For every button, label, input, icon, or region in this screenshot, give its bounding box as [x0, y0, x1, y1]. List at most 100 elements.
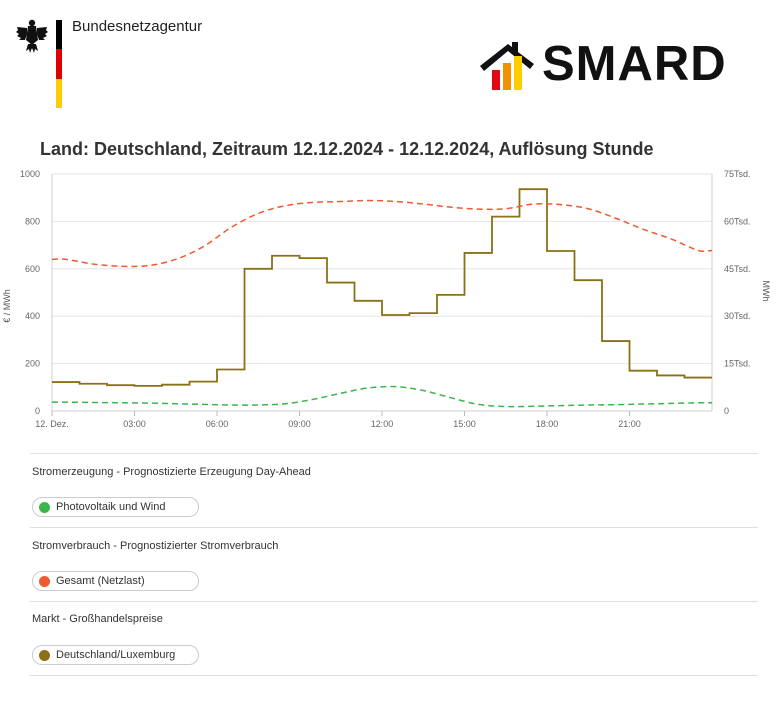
data-point[interactable]	[228, 402, 233, 407]
data-point[interactable]	[146, 401, 151, 406]
data-point[interactable]	[311, 256, 316, 261]
data-point[interactable]	[63, 400, 68, 405]
data-point[interactable]	[173, 382, 178, 387]
data-point[interactable]	[201, 244, 206, 249]
data-point[interactable]	[696, 375, 701, 380]
data-point[interactable]	[118, 264, 123, 269]
series-photovoltaik-und-wind	[51, 384, 713, 409]
legend-toggle-netzlast[interactable]: Gesamt (Netzlast)	[32, 571, 199, 591]
data-point[interactable]	[118, 383, 123, 388]
data-point[interactable]	[613, 402, 618, 407]
legend-divider	[30, 527, 758, 528]
right-axis-ticks: 0 15Tsd. 30Tsd. 45Tsd. 60Tsd. 75Tsd.	[724, 169, 751, 416]
data-point[interactable]	[586, 402, 591, 407]
data-point[interactable]	[421, 202, 426, 207]
data-point[interactable]	[63, 257, 68, 262]
data-point[interactable]	[338, 280, 343, 285]
data-point[interactable]	[201, 402, 206, 407]
data-point[interactable]	[201, 379, 206, 384]
data-point[interactable]	[393, 313, 398, 318]
x-tick-label: 15:00	[453, 419, 476, 429]
left-axis-label: € / MWh	[2, 289, 12, 323]
data-point[interactable]	[91, 262, 96, 267]
legend-toggle-pv-wind[interactable]: Photovoltaik und Wind	[32, 497, 199, 517]
data-point[interactable]	[448, 292, 453, 297]
data-point[interactable]	[476, 207, 481, 212]
data-point[interactable]	[228, 367, 233, 372]
legend-section-title-generation: Stromerzeugung - Prognostizierte Erzeugu…	[32, 466, 311, 478]
data-point[interactable]	[63, 380, 68, 385]
data-point[interactable]	[503, 206, 508, 211]
data-point[interactable]	[256, 266, 261, 271]
data-point[interactable]	[146, 263, 151, 268]
data-point[interactable]	[586, 278, 591, 283]
data-point[interactable]	[256, 211, 261, 216]
data-point[interactable]	[696, 400, 701, 405]
data-point[interactable]	[91, 400, 96, 405]
data-point[interactable]	[173, 401, 178, 406]
legend-divider	[30, 601, 758, 602]
data-point[interactable]	[558, 202, 563, 207]
data-point[interactable]	[558, 403, 563, 408]
x-tick-label: 18:00	[536, 419, 559, 429]
data-point[interactable]	[228, 225, 233, 230]
data-point[interactable]	[146, 383, 151, 388]
data-point[interactable]	[613, 339, 618, 344]
data-point[interactable]	[173, 257, 178, 262]
data-point[interactable]	[338, 391, 343, 396]
legend-divider	[30, 453, 758, 454]
data-point[interactable]	[283, 401, 288, 406]
right-tick-label: 15Tsd.	[724, 359, 751, 369]
legend-section-title-consumption: Stromverbrauch - Prognostizierter Stromv…	[32, 540, 279, 552]
data-point[interactable]	[641, 402, 646, 407]
data-point[interactable]	[503, 404, 508, 409]
data-point[interactable]	[641, 227, 646, 232]
data-point[interactable]	[393, 384, 398, 389]
data-point[interactable]	[476, 250, 481, 255]
org-name: Bundesnetzagentur	[72, 18, 203, 35]
data-point[interactable]	[393, 199, 398, 204]
data-point[interactable]	[531, 404, 536, 409]
data-point[interactable]	[531, 202, 536, 207]
data-point[interactable]	[366, 298, 371, 303]
data-point[interactable]	[668, 401, 673, 406]
series-color-dot	[39, 501, 50, 513]
data-point[interactable]	[668, 373, 673, 378]
data-point[interactable]	[531, 187, 536, 192]
data-point[interactable]	[283, 203, 288, 208]
legend-toggle-de-lu[interactable]: Deutschland/Luxemburg	[32, 645, 199, 665]
data-point[interactable]	[91, 381, 96, 386]
data-point[interactable]	[613, 216, 618, 221]
data-point[interactable]	[641, 368, 646, 373]
data-point[interactable]	[476, 402, 481, 407]
x-tick-label: 03:00	[123, 419, 146, 429]
x-axis-ticks: 12. Dez. 03:00 06:00 09:00 12:00 15:00 18:00 21…	[35, 411, 641, 429]
data-point[interactable]	[366, 385, 371, 390]
data-point[interactable]	[283, 253, 288, 258]
data-point[interactable]	[586, 206, 591, 211]
data-point[interactable]	[421, 311, 426, 316]
left-axis-ticks: 0 200 400 600 800 1000	[20, 169, 40, 416]
data-point[interactable]	[118, 400, 123, 405]
data-point[interactable]	[311, 200, 316, 205]
federal-eagle-icon	[16, 19, 48, 53]
data-point[interactable]	[448, 395, 453, 400]
data-point[interactable]	[503, 214, 508, 219]
x-tick-label: 12. Dez.	[35, 419, 69, 429]
data-point[interactable]	[558, 249, 563, 254]
legend-divider	[30, 675, 758, 676]
data-point[interactable]	[311, 397, 316, 402]
data-point[interactable]	[448, 205, 453, 210]
left-tick-label: 800	[25, 216, 40, 226]
x-tick-label: 09:00	[288, 419, 311, 429]
data-point[interactable]	[421, 388, 426, 393]
data-point[interactable]	[338, 199, 343, 204]
data-point[interactable]	[668, 236, 673, 241]
data-point[interactable]	[366, 198, 371, 203]
data-point[interactable]	[256, 402, 261, 407]
right-axis-label: MWh	[761, 281, 771, 302]
right-tick-label: 75Tsd.	[724, 169, 751, 179]
chart-title: Land: Deutschland, Zeitraum 12.12.2024 -…	[40, 139, 654, 159]
data-point[interactable]	[696, 248, 701, 253]
x-tick-label: 06:00	[206, 419, 229, 429]
